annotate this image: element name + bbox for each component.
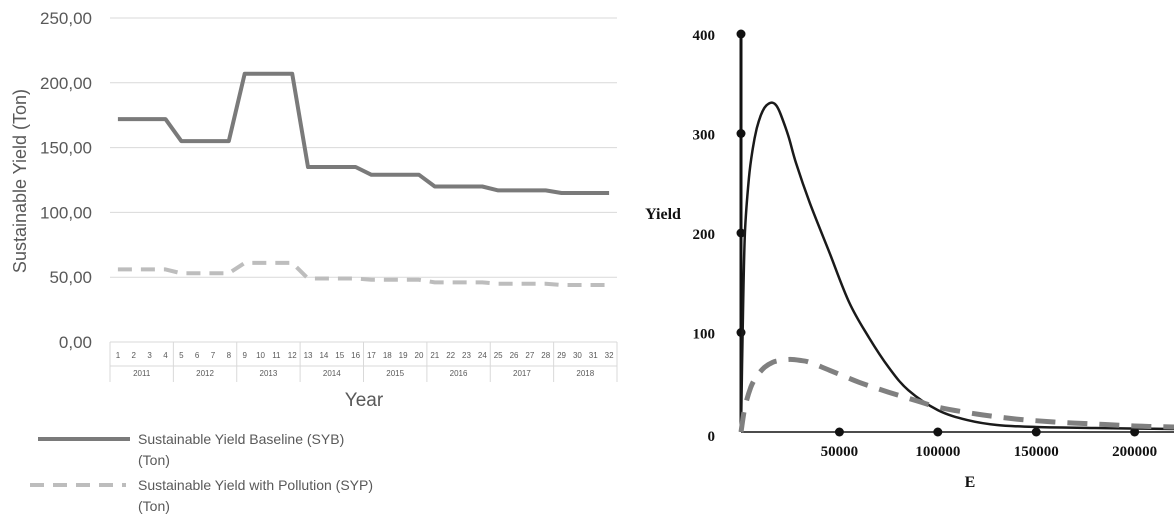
- x-tick-label: 29: [557, 351, 566, 360]
- x-tick-label: 23: [462, 351, 471, 360]
- x-tick-label: 27: [525, 351, 534, 360]
- x-tick-label: 200000: [1112, 444, 1157, 460]
- right-line-chart: 0 100 200 300 400 50000 100000 150000 200000 Yie…: [645, 28, 1174, 491]
- y-tick-label: 200: [693, 227, 716, 243]
- x-tick-label: 14: [319, 351, 328, 360]
- legend-label-line: Sustainable Yield with Pollution (SYP): [138, 477, 373, 493]
- x-tick-label: 6: [195, 351, 200, 360]
- legend-label-line: (Ton): [138, 498, 170, 514]
- x-tick-label: 100000: [915, 444, 960, 460]
- x-tick-label: 11: [272, 351, 281, 360]
- legend-label-line: (Ton): [138, 452, 170, 468]
- legend-label-line: Sustainable Yield Baseline (SYB): [138, 431, 344, 447]
- y-tick-dot: [737, 328, 746, 337]
- x-tick-label: 1: [116, 351, 121, 360]
- y-tick-label: 0: [708, 429, 716, 445]
- year-label: 2014: [323, 369, 341, 378]
- x-tick-label: 9: [242, 351, 247, 360]
- x-tick-label: 13: [304, 351, 313, 360]
- x-tick-label: 16: [351, 351, 360, 360]
- right-axes: [737, 30, 1174, 437]
- x-tick-label: 17: [367, 351, 376, 360]
- x-tick-label: 28: [541, 351, 550, 360]
- series-line-baseline: [118, 74, 609, 193]
- x-tick-label: 5: [179, 351, 184, 360]
- left-y-axis-label: Sustainable Yield (Ton): [10, 89, 30, 273]
- year-label: 2012: [196, 369, 214, 378]
- year-label: 2013: [260, 369, 278, 378]
- x-tick-label: 3: [147, 351, 152, 360]
- y-tick-label: 250,00: [40, 9, 92, 28]
- year-label: 2015: [386, 369, 404, 378]
- series-curve-dashed: [741, 359, 1174, 432]
- y-tick-label: 0,00: [59, 333, 92, 352]
- year-label: 2016: [450, 369, 468, 378]
- x-tick-label: 19: [399, 351, 408, 360]
- x-tick-label: 25: [494, 351, 503, 360]
- legend-label: Sustainable Yield with Pollution (SYP) (T…: [138, 477, 373, 514]
- left-legend: Sustainable Yield Baseline (SYB)(Ton)Sus…: [30, 431, 373, 514]
- series-line-pollution: [118, 263, 609, 285]
- x-tick-label: 31: [589, 351, 598, 360]
- y-tick-label: 300: [693, 128, 716, 144]
- y-tick-dot: [737, 30, 746, 39]
- x-tick-label: 50000: [821, 444, 859, 460]
- x-tick-label: 32: [605, 351, 614, 360]
- legend-label: Sustainable Yield Baseline (SYB) (Ton): [138, 431, 344, 468]
- x-tick-dot: [835, 428, 844, 437]
- x-tick-label: 21: [430, 351, 439, 360]
- x-tick-label: 24: [478, 351, 487, 360]
- x-tick-label: 12: [288, 351, 297, 360]
- right-x-axis-label: E: [965, 474, 976, 491]
- left-x-axis-label: Year: [345, 390, 384, 411]
- x-tick-label: 7: [211, 351, 216, 360]
- y-tick-label: 100: [693, 327, 716, 343]
- x-tick-label: 18: [383, 351, 392, 360]
- x-tick-label: 30: [573, 351, 582, 360]
- x-tick-label: 8: [227, 351, 232, 360]
- series-curve-solid: [741, 103, 1174, 432]
- x-tick-label: 20: [415, 351, 424, 360]
- x-tick-label: 26: [510, 351, 519, 360]
- y-tick-label: 150,00: [40, 139, 92, 158]
- y-tick-label: 400: [693, 28, 716, 44]
- right-series-lines: [741, 103, 1174, 432]
- y-tick-dot: [737, 129, 746, 138]
- year-label: 2018: [576, 369, 594, 378]
- x-tick-dot: [933, 428, 942, 437]
- left-series-lines: [118, 74, 609, 285]
- x-tick-label: 22: [446, 351, 455, 360]
- year-label: 2011: [133, 369, 151, 378]
- year-label: 2017: [513, 369, 531, 378]
- x-tick-label: 2: [132, 351, 137, 360]
- left-gridlines: [110, 18, 617, 342]
- x-tick-label: 15: [335, 351, 344, 360]
- y-tick-label: 100,00: [40, 203, 92, 222]
- y-tick-label: 200,00: [40, 74, 92, 93]
- left-y-tick-labels: 0,00 50,00 100,00 150,00 200,00 250,00: [40, 9, 92, 352]
- x-tick-dot: [1032, 428, 1041, 437]
- x-tick-label: 10: [256, 351, 265, 360]
- y-tick-label: 50,00: [49, 268, 92, 287]
- right-tick-labels: 0 100 200 300 400 50000 100000 150000 200000: [693, 28, 1158, 460]
- x-tick-label: 4: [163, 351, 168, 360]
- right-y-axis-label: Yield: [645, 206, 681, 223]
- x-tick-label: 150000: [1014, 444, 1059, 460]
